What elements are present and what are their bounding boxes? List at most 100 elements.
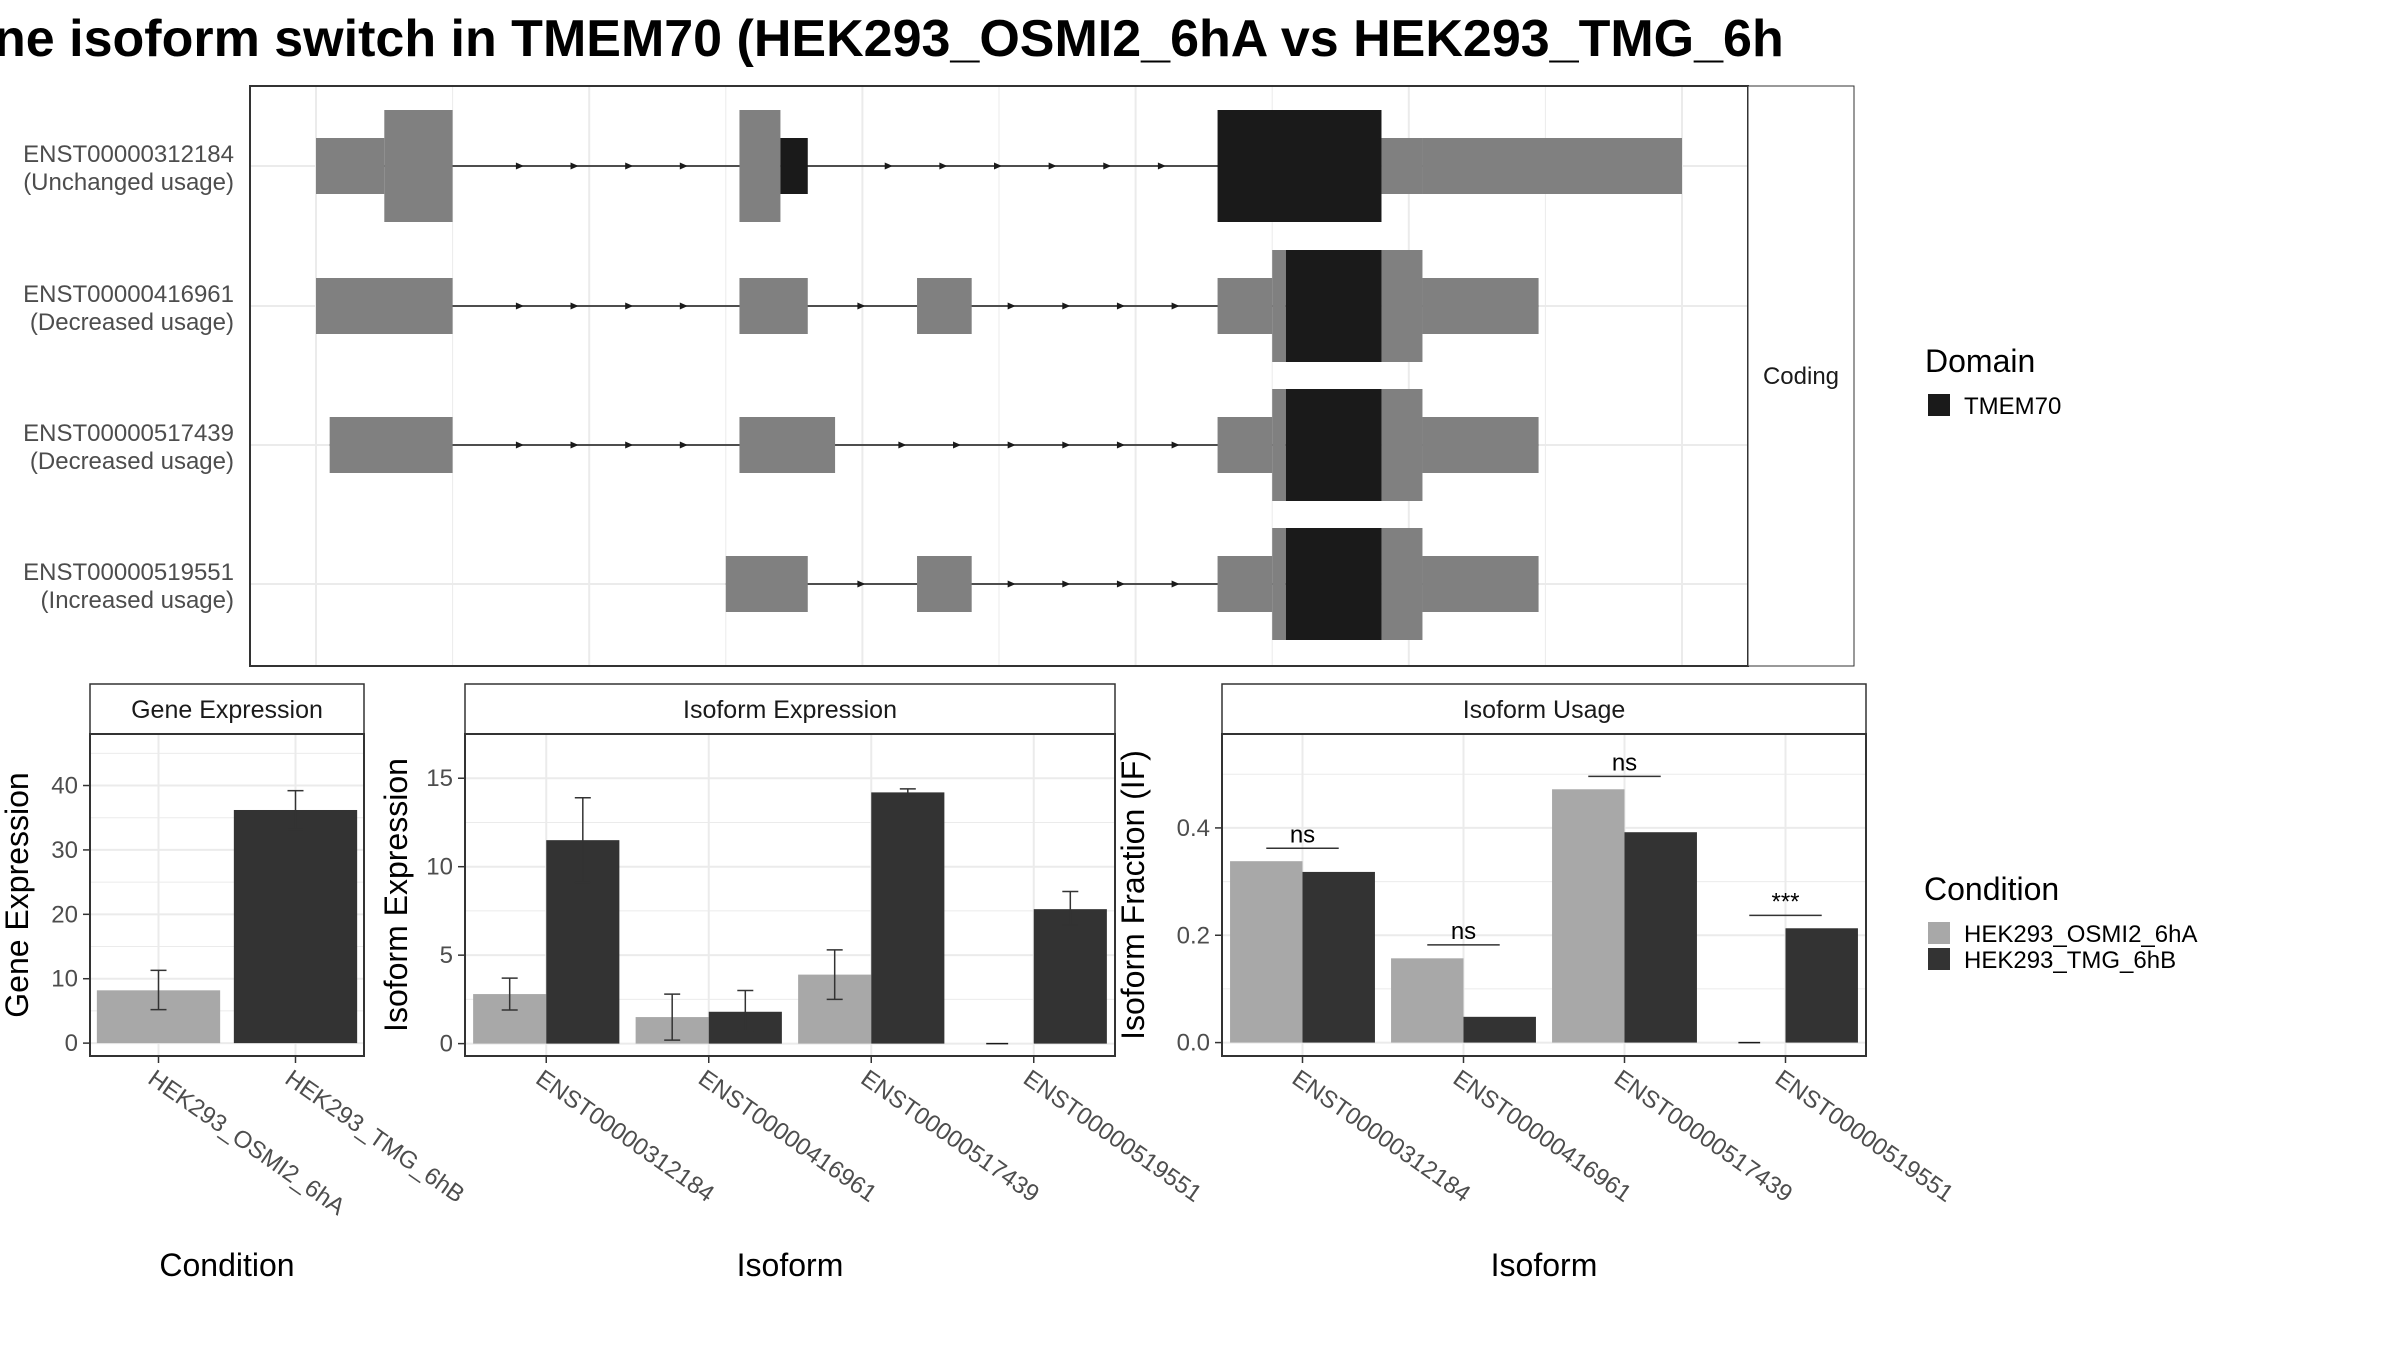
figure-title: ne isoform switch in TMEM70 (HEK293_OSMI… [0,10,1784,68]
panel-strip [1221,683,1867,735]
strand-arrow [1007,302,1016,310]
strand-arrow [1103,162,1112,170]
exon-block [1217,278,1273,334]
exon-block [1422,138,1682,194]
strand-arrow [1116,441,1125,449]
exon-block [917,278,972,334]
transcript-ENST00000519551 [725,528,1539,640]
strand-arrow [515,441,524,449]
transcript-ENST00000312184 [316,110,1682,222]
panel-strip [89,683,365,735]
strand-arrow [994,162,1002,170]
strand-arrow [515,162,524,170]
domain-block [1217,110,1382,222]
isoform-expression-panel: Isoform Expression ENST00000312184 ENST000… [378,683,1207,1283]
bar [1230,861,1303,1043]
strand-arrow [857,302,866,310]
x-tick-label: ENST00000517439 [1609,1065,1797,1208]
y-tick-label: 10 [426,854,453,881]
y-tick-label: 0 [65,1030,78,1057]
exon-block [1422,556,1539,612]
x-tick-label: ENST00000517439 [856,1065,1044,1208]
transcript-labels: ENST00000312184(Unchanged usage) ENST0000… [23,141,234,614]
x-tick-label: ENST00000519551 [1770,1065,1958,1208]
bar [1785,928,1858,1043]
condition-legend-label-2: HEK293_TMG_6hB [1964,947,2176,974]
condition-legend-key-1 [1928,922,1950,944]
exon-block [316,278,453,334]
transcript-ENST00000517439 [329,389,1539,501]
strand-arrow [1171,302,1180,310]
panel-title: Isoform Usage [1463,696,1626,724]
transcript-usage-label: (Decreased usage) [30,448,234,475]
strand-arrow [1062,580,1071,588]
x-axis-title: Isoform [737,1247,844,1283]
transcript-id-label: ENST00000517439 [23,420,234,447]
strand-arrow [1116,580,1125,588]
strand-arrow [1048,162,1057,170]
bar [1033,909,1107,1044]
strand-arrow [898,441,907,449]
domain-block [1285,389,1382,501]
exon-block [316,138,385,194]
exon-block [1381,528,1423,640]
bar [1302,871,1375,1043]
bar [1624,832,1697,1043]
bar [1552,789,1625,1043]
strand-arrow [953,441,962,449]
domain-legend-label: TMEM70 [1964,393,2061,420]
strand-arrow [939,162,948,170]
strand-arrow [570,441,579,449]
y-tick-label: 0.2 [1177,922,1210,949]
y-tick-label: 0.0 [1177,1030,1210,1057]
transcript-id-label: ENST00000519551 [23,559,234,586]
significance-label: ns [1451,918,1476,945]
exon-block [1381,250,1423,362]
x-tick-label: ENST00000312184 [531,1065,719,1208]
y-tick-label: 5 [440,942,453,969]
exon-block [1217,556,1273,612]
exon-block [1422,278,1539,334]
y-tick-label: 20 [51,901,78,928]
panel-title: Isoform Expression [683,696,897,724]
y-tick-label: 0 [440,1031,453,1058]
exon-block [1272,389,1286,501]
significance-label: ns [1612,749,1637,776]
transcript-structure-panel: Coding ENST00000312184(Unchanged usage)E… [23,85,1855,667]
exon-block [1381,389,1423,501]
strand-arrow [679,441,688,449]
strand-arrow [625,162,634,170]
condition-legend-key-2 [1928,948,1950,970]
exon-block [1272,250,1286,362]
strand-arrow [1007,580,1016,588]
exon-block [739,110,781,222]
strand-arrow [625,441,634,449]
transcript-usage-label: (Unchanged usage) [23,169,234,196]
x-tick-label: ENST00000519551 [1018,1065,1206,1208]
condition-legend-title: Condition [1924,871,2059,907]
domain-block [1285,528,1382,640]
exon-block [329,417,453,473]
x-axis-title: Condition [159,1247,294,1283]
panel-strip [464,683,1116,735]
condition-legend-label-1: HEK293_OSMI2_6hA [1964,921,2197,948]
significance-label: *** [1771,888,1799,915]
exon-block [384,110,453,222]
strand-arrow [884,162,893,170]
strand-arrow [1007,441,1016,449]
strand-arrow [679,162,688,170]
x-tick-label: ENST00000416961 [1448,1065,1636,1208]
x-tick-label: ENST00000312184 [1287,1065,1475,1208]
domain-block [780,138,808,194]
bar [1391,958,1464,1043]
transcript-ENST00000416961 [316,250,1539,362]
significance-label: ns [1290,821,1315,848]
strand-arrow [679,302,688,310]
panel-title: Gene Expression [131,696,323,724]
transcript-usage-label: (Increased usage) [41,587,234,614]
strand-arrow [857,580,866,588]
y-tick-label: 0.4 [1177,815,1210,842]
domain-block [1285,250,1382,362]
y-axis-title: Isoform Expression [378,758,414,1032]
